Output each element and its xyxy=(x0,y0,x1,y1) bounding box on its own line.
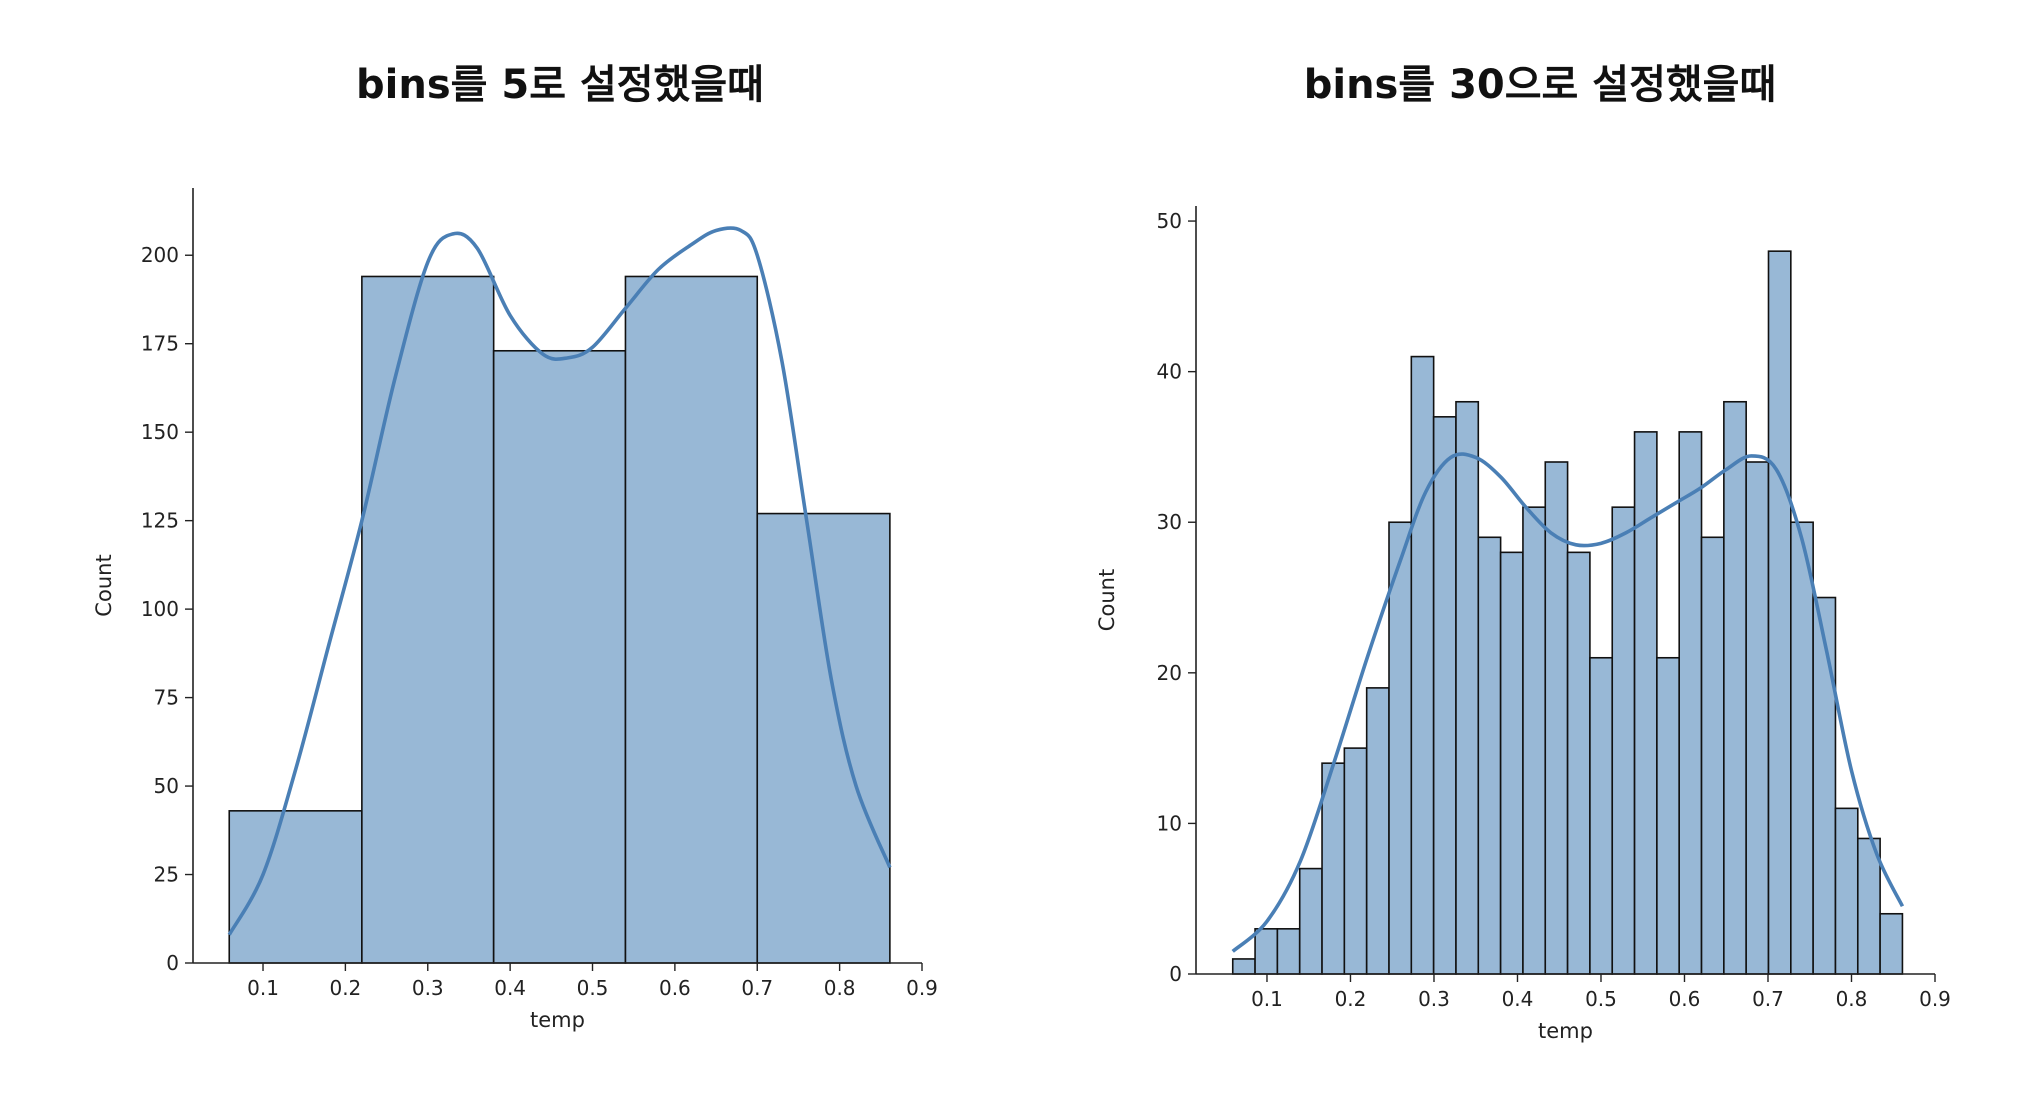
y-tick-label: 100 xyxy=(141,597,179,621)
x-tick-label: 0.7 xyxy=(1752,987,1784,1011)
x-tick-label: 0.9 xyxy=(906,976,938,1000)
histogram-bar xyxy=(1611,506,1636,975)
histogram-bar xyxy=(1477,536,1502,975)
histogram-bar xyxy=(1410,355,1435,975)
histogram-bar xyxy=(1254,928,1279,975)
x-tick-label: 0.8 xyxy=(1836,987,1868,1011)
x-tick-label: 0.1 xyxy=(1251,987,1283,1011)
histogram-bar xyxy=(1745,461,1770,975)
y-tick-label: 10 xyxy=(1157,811,1182,835)
histogram-bar xyxy=(1343,747,1368,975)
y-tick-label: 20 xyxy=(1157,661,1182,685)
y-tick-label: 75 xyxy=(154,686,179,710)
chart-title-bins5: bins를 5로 설정했을때 xyxy=(356,62,764,108)
x-axis-title: temp xyxy=(530,1008,585,1032)
histogram-bar xyxy=(1723,400,1747,975)
y-tick-label: 150 xyxy=(141,420,179,444)
histogram-bar xyxy=(1388,521,1413,975)
x-tick-label: 0.2 xyxy=(329,976,361,1000)
histogram-bar xyxy=(756,512,891,964)
histogram-bar xyxy=(1566,551,1591,975)
histogram-bar xyxy=(1544,461,1569,975)
x-tick-label: 0.6 xyxy=(659,976,691,1000)
x-tick-label: 0.4 xyxy=(1502,987,1534,1011)
y-tick-label: 200 xyxy=(141,243,179,267)
histogram-bar xyxy=(1879,912,1904,975)
histogram-bar xyxy=(1231,958,1256,975)
histogram-bar xyxy=(1455,400,1480,975)
histogram-bar xyxy=(1432,416,1457,975)
x-tick-label: 0.5 xyxy=(1585,987,1617,1011)
y-tick-label: 50 xyxy=(154,774,179,798)
histogram-bar xyxy=(1522,506,1547,975)
histogram-bar xyxy=(1678,431,1703,975)
histogram-bar xyxy=(1589,656,1614,975)
histogram-bar xyxy=(1812,596,1837,975)
y-axis-title: Count xyxy=(92,554,116,616)
x-tick-label: 0.2 xyxy=(1335,987,1367,1011)
y-tick-label: 175 xyxy=(141,332,179,356)
x-tick-label: 0.3 xyxy=(1418,987,1450,1011)
x-tick-label: 0.6 xyxy=(1669,987,1701,1011)
y-tick-label: 40 xyxy=(1157,360,1182,384)
histogram-bar xyxy=(492,349,627,964)
y-tick-label: 25 xyxy=(154,863,179,887)
x-tick-label: 0.8 xyxy=(824,976,856,1000)
y-tick-label: 50 xyxy=(1157,209,1182,233)
x-tick-label: 0.4 xyxy=(494,976,526,1000)
y-axis-title: Count xyxy=(1095,569,1119,631)
x-tick-label: 0.1 xyxy=(247,976,279,1000)
histogram-bar xyxy=(1298,867,1323,975)
y-tick-label: 30 xyxy=(1157,510,1182,534)
histogram-bar xyxy=(624,275,759,964)
y-tick-label: 0 xyxy=(166,951,179,975)
histogram-bar xyxy=(1790,521,1814,975)
x-tick-label: 0.3 xyxy=(412,976,444,1000)
chart-title-bins30: bins를 30으로 설정했을때 xyxy=(1303,62,1777,108)
histogram-bar xyxy=(1767,250,1792,975)
histogram-bar xyxy=(1834,807,1859,975)
histogram-bar xyxy=(1656,656,1681,975)
kde-curve xyxy=(227,226,892,936)
y-tick-label: 0 xyxy=(1169,962,1182,986)
histogram-bar xyxy=(1633,431,1658,975)
x-axis-title: temp xyxy=(1538,1019,1593,1043)
kde-curve xyxy=(1231,452,1905,953)
histogram-bar xyxy=(1499,551,1524,975)
histogram-bar xyxy=(1700,536,1725,975)
x-tick-label: 0.5 xyxy=(577,976,609,1000)
histogram-bar xyxy=(1365,687,1390,975)
histogram-bar xyxy=(1276,928,1301,975)
x-tick-label: 0.7 xyxy=(741,976,773,1000)
x-tick-label: 0.9 xyxy=(1919,987,1951,1011)
y-tick-label: 125 xyxy=(141,509,179,533)
